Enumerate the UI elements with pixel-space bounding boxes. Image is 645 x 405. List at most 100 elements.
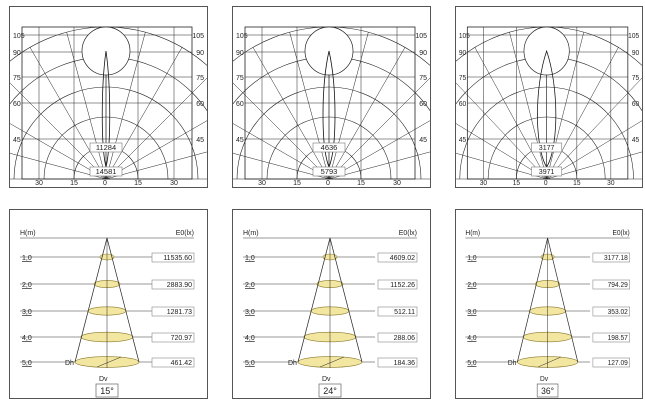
light-cone bbox=[20, 237, 194, 368]
angle-label-left-75: 75 bbox=[13, 75, 21, 82]
bottom-label-0: 0 bbox=[103, 180, 107, 187]
cone-edge bbox=[547, 237, 579, 363]
polar-radial bbox=[546, 118, 645, 180]
polar-diagram-3: 105 90 75 60 45 105 90 75 60 45 30 15 0 … bbox=[402, 26, 645, 187]
polar-radial bbox=[546, 47, 619, 180]
angle-label-left-45: 45 bbox=[459, 137, 467, 144]
illuminance-axis-label: E0(lx) bbox=[399, 230, 417, 237]
illuminance-3m: 353.02 bbox=[608, 309, 628, 316]
polar-radial bbox=[328, 32, 369, 180]
illuminance-4m: 288.06 bbox=[394, 335, 416, 342]
illuminance-1m: 3177.18 bbox=[604, 255, 628, 262]
bottom-label-0: 0 bbox=[544, 180, 548, 187]
angle-label-right-90: 90 bbox=[196, 50, 204, 57]
light-cone bbox=[465, 237, 630, 368]
bottom-label-30-left: 30 bbox=[480, 180, 488, 187]
polar-radial bbox=[221, 71, 330, 180]
polar-radial bbox=[444, 71, 547, 180]
height-1m: 1,0 bbox=[245, 255, 255, 262]
cone-edge bbox=[297, 237, 331, 363]
polar-grid bbox=[176, 26, 482, 180]
illuminance-2m: 1152.26 bbox=[390, 282, 415, 289]
dv-label: Dv bbox=[322, 376, 331, 383]
dv-label: Dv bbox=[99, 376, 108, 383]
polar-ring bbox=[206, 56, 452, 180]
height-5m: 5,0 bbox=[245, 360, 255, 367]
illuminance-axis-label: E0(lx) bbox=[176, 230, 194, 237]
polar-radial bbox=[105, 32, 146, 180]
angle-label-right-60: 60 bbox=[196, 101, 204, 108]
polar-radial bbox=[509, 32, 547, 180]
polar-radial bbox=[546, 74, 645, 180]
dh-label: Dh bbox=[508, 360, 517, 367]
polar-radial bbox=[328, 71, 437, 180]
illuminance-5m: 184.36 bbox=[394, 360, 416, 367]
height-4m: 4,0 bbox=[22, 335, 32, 342]
height-3m: 3,0 bbox=[467, 309, 476, 316]
angle-label-left-75: 75 bbox=[236, 75, 244, 82]
dh-line bbox=[538, 356, 561, 368]
angle-label-left-90: 90 bbox=[236, 50, 244, 57]
height-3m: 3,0 bbox=[245, 309, 255, 316]
illuminance-4m: 198.57 bbox=[608, 335, 628, 342]
bottom-label-15-left: 15 bbox=[513, 180, 521, 187]
cone-diagram-3: H(m) E0(lx) 1,0 2,0 3,0 4,0 5,0 3177.18 … bbox=[465, 230, 631, 398]
light-cone bbox=[243, 237, 417, 368]
bottom-label-0: 0 bbox=[326, 180, 330, 187]
angle-label-left-105: 105 bbox=[236, 33, 248, 40]
illuminance-4m: 720.97 bbox=[171, 335, 193, 342]
illuminance-3m: 1281.73 bbox=[167, 309, 192, 316]
height-axis-label: H(m) bbox=[20, 230, 36, 237]
angle-label-right-105: 105 bbox=[628, 33, 639, 40]
illuminance-5m: 461.42 bbox=[171, 360, 193, 367]
intensity-inner-value: 3177 bbox=[539, 143, 555, 152]
cone-panel-3: H(m) E0(lx) 1,0 2,0 3,0 4,0 5,0 3177.18 … bbox=[455, 209, 643, 399]
cone-edge bbox=[106, 237, 140, 363]
angle-label-right-45: 45 bbox=[632, 137, 640, 144]
angle-label-right-75: 75 bbox=[632, 75, 640, 82]
angle-label-right-45: 45 bbox=[419, 137, 427, 144]
angle-label-right-75: 75 bbox=[196, 75, 204, 82]
height-5m: 5,0 bbox=[22, 360, 32, 367]
illuminance-axis-label: E0(lx) bbox=[612, 230, 629, 237]
angle-label-right-105: 105 bbox=[192, 33, 204, 40]
angle-label-right-105: 105 bbox=[415, 33, 427, 40]
bottom-label-30-left: 30 bbox=[35, 180, 43, 187]
polar-radial bbox=[29, 47, 107, 180]
angle-label-left-60: 60 bbox=[13, 101, 21, 108]
dh-line bbox=[319, 356, 345, 368]
bottom-label-15-right: 15 bbox=[573, 180, 581, 187]
height-3m: 3,0 bbox=[22, 309, 32, 316]
angle-label-left-45: 45 bbox=[13, 137, 21, 144]
height-2m: 2,0 bbox=[467, 282, 476, 289]
cone-diagram-1: H(m) E0(lx) 1,0 2,0 3,0 4,0 5,0 11535.60… bbox=[20, 230, 195, 398]
polar-radial bbox=[546, 32, 585, 180]
height-4m: 4,0 bbox=[467, 335, 476, 342]
polar-radial bbox=[0, 150, 107, 180]
bottom-label-15-left: 15 bbox=[293, 180, 301, 187]
polar-radial bbox=[546, 150, 645, 180]
polar-radial bbox=[66, 32, 107, 180]
polar-radial bbox=[105, 47, 183, 180]
height-axis-label: H(m) bbox=[465, 230, 480, 237]
bottom-label-30-left: 30 bbox=[258, 180, 266, 187]
polar-panel-3: 105 90 75 60 45 105 90 75 60 45 30 15 0 … bbox=[402, 6, 645, 188]
height-1m: 1,0 bbox=[22, 255, 32, 262]
bottom-label-30-right: 30 bbox=[170, 180, 178, 187]
intensity-inner-value: 4636 bbox=[321, 143, 338, 152]
cone-diagram-2: H(m) E0(lx) 1,0 2,0 3,0 4,0 5,0 4609.02 … bbox=[243, 230, 418, 398]
polar-diagram-1: 105 90 75 60 45 105 90 75 60 45 30 15 0 … bbox=[0, 26, 259, 187]
illuminance-5m: 127.09 bbox=[608, 360, 628, 367]
bottom-label-15-right: 15 bbox=[357, 180, 365, 187]
polar-radial bbox=[328, 47, 406, 180]
angle-label-left-75: 75 bbox=[459, 75, 467, 82]
intensity-outer-value: 5793 bbox=[321, 167, 338, 176]
bottom-label-30-right: 30 bbox=[607, 180, 615, 187]
illuminance-3m: 512.11 bbox=[394, 309, 415, 316]
height-axis-label: H(m) bbox=[243, 230, 259, 237]
angle-label-right-90: 90 bbox=[632, 50, 640, 57]
beam-angle-label: 36° bbox=[541, 386, 554, 396]
illuminance-2m: 2883.90 bbox=[167, 282, 192, 289]
bottom-label-15-right: 15 bbox=[134, 180, 142, 187]
angle-label-right-60: 60 bbox=[419, 101, 427, 108]
